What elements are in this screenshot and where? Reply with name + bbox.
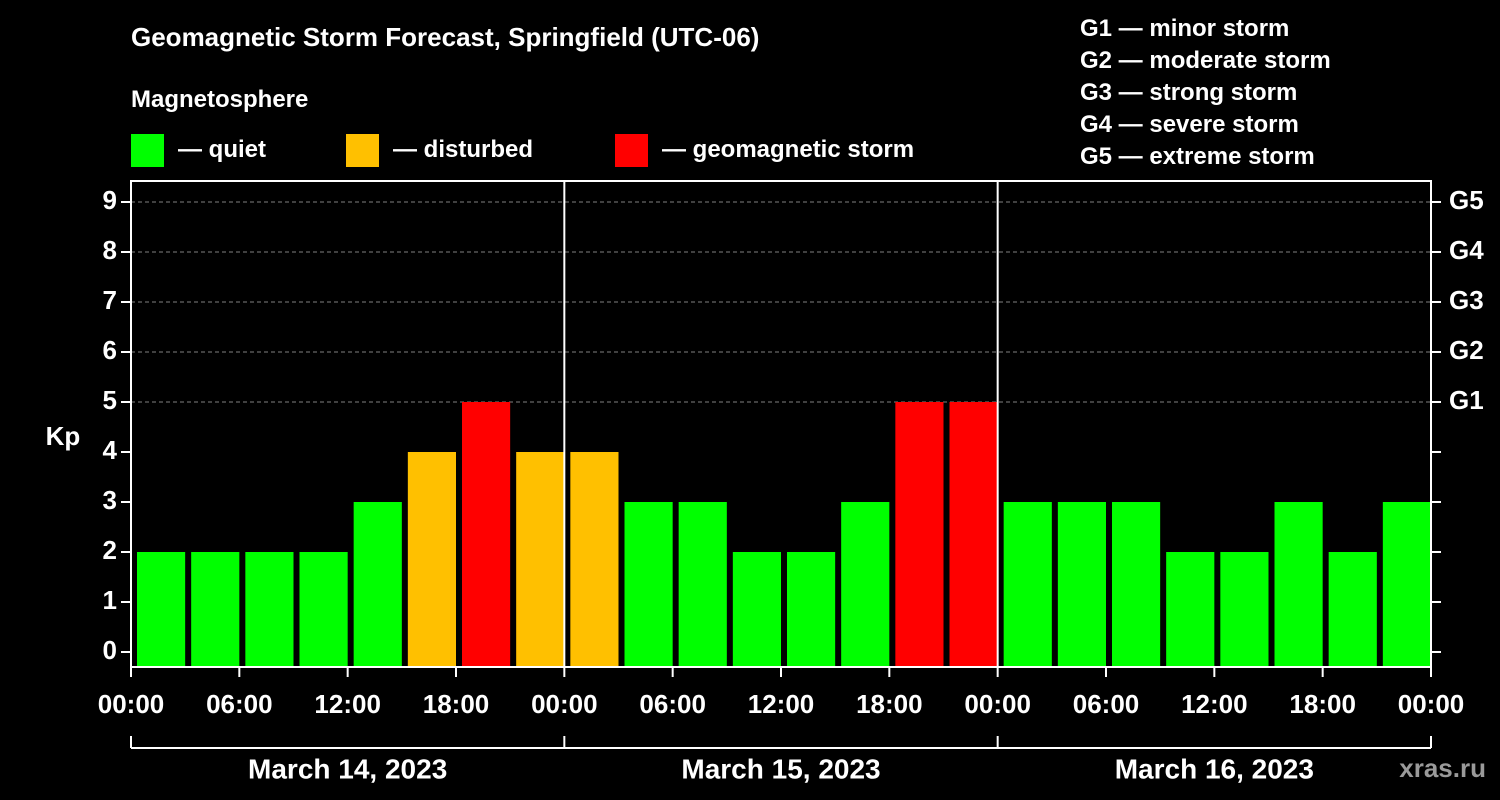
kp-bar	[624, 502, 673, 667]
right-axis-label: G2	[1449, 335, 1484, 365]
x-tick-label: 00:00	[964, 689, 1031, 719]
kp-bar	[678, 502, 727, 667]
x-tick-label: 12:00	[1181, 689, 1248, 719]
right-axis-label: G3	[1449, 285, 1484, 315]
legend-heading: Magnetosphere	[131, 86, 309, 113]
storm-scale-legend: G1 — minor storm G2 — moderate storm G3 …	[1080, 13, 1331, 173]
legend-swatch-quiet	[131, 133, 164, 167]
grid-lines	[131, 201, 1431, 403]
x-tick-label: 12:00	[748, 689, 815, 719]
storm-scale-g2: G2 — moderate storm	[1080, 47, 1331, 74]
x-tick-label: 06:00	[206, 689, 273, 719]
x-tick-label: 18:00	[423, 689, 490, 719]
day-label: March 15, 2023	[681, 753, 880, 784]
kp-bar	[949, 402, 998, 667]
legend-item-quiet: — quiet	[131, 133, 266, 167]
x-tick-label: 18:00	[1289, 689, 1356, 719]
legend-label-disturbed: — disturbed	[393, 136, 534, 163]
y-tick-label: 0	[103, 635, 117, 665]
kp-bar	[895, 402, 944, 667]
kp-bar	[1328, 552, 1377, 667]
kp-bar	[1166, 552, 1215, 667]
y-tick-label: 4	[103, 435, 118, 465]
kp-bar	[1003, 502, 1052, 667]
kp-bar	[299, 552, 348, 667]
y-tick-label: 1	[103, 585, 117, 615]
kp-bar	[1112, 502, 1161, 667]
x-tick-label: 00:00	[1398, 689, 1465, 719]
kp-bars	[137, 402, 1431, 667]
legend-swatch-disturbed	[346, 133, 379, 167]
y-tick-label: 6	[103, 335, 117, 365]
y-tick-label: 9	[103, 185, 117, 215]
kp-bar	[787, 552, 836, 667]
storm-scale-g1: G1 — minor storm	[1080, 15, 1290, 42]
kp-bar	[516, 452, 565, 667]
storm-scale-g4: G4 — severe storm	[1080, 111, 1299, 138]
kp-bar	[137, 552, 186, 667]
day-label: March 16, 2023	[1115, 753, 1314, 784]
x-tick-label: 06:00	[1073, 689, 1140, 719]
kp-bar	[353, 502, 402, 667]
kp-bar	[462, 402, 511, 667]
axis-labels: 0 1 2 3 4 5 6 7 8 9 G1 G2 G3 G4 G5 00:00 06:00 12:00 18:00…	[98, 185, 1484, 785]
y-tick-label: 7	[103, 285, 117, 315]
right-axis-label: G4	[1449, 235, 1484, 265]
storm-scale-g3: G3 — strong storm	[1080, 79, 1298, 106]
kp-bar	[1382, 502, 1431, 667]
x-tick-label: 12:00	[314, 689, 381, 719]
legend-label-quiet: — quiet	[178, 136, 266, 163]
chart-axes	[121, 180, 1441, 749]
legend-item-disturbed: — disturbed	[346, 133, 533, 167]
kp-bar	[1274, 502, 1323, 667]
y-tick-label: 5	[103, 385, 117, 415]
y-axis-title: Kp	[46, 421, 81, 451]
kp-bar	[841, 502, 890, 667]
right-axis-label: G5	[1449, 185, 1484, 215]
x-tick-label: 00:00	[98, 689, 165, 719]
x-tick-label: 18:00	[856, 689, 923, 719]
storm-scale-g5: G5 — extreme storm	[1080, 143, 1315, 170]
kp-bar	[732, 552, 781, 667]
x-tick-label: 00:00	[531, 689, 598, 719]
legend-item-storm: — geomagnetic storm	[615, 133, 914, 167]
y-tick-label: 8	[103, 235, 117, 265]
y-tick-label: 3	[103, 485, 117, 515]
kp-bar	[570, 452, 619, 667]
day-label: March 14, 2023	[248, 753, 447, 784]
legend-swatch-storm	[615, 133, 648, 167]
kp-bar	[1220, 552, 1269, 667]
chart-title: Geomagnetic Storm Forecast, Springfield …	[131, 22, 760, 52]
kp-bar	[245, 552, 294, 667]
kp-bar	[407, 452, 456, 667]
watermark: xras.ru	[1399, 753, 1486, 783]
kp-bar	[191, 552, 240, 667]
right-axis-label: G1	[1449, 385, 1484, 415]
x-tick-label: 06:00	[639, 689, 706, 719]
kp-bar	[1057, 502, 1106, 667]
legend-label-storm: — geomagnetic storm	[662, 136, 915, 163]
y-tick-label: 2	[103, 535, 117, 565]
